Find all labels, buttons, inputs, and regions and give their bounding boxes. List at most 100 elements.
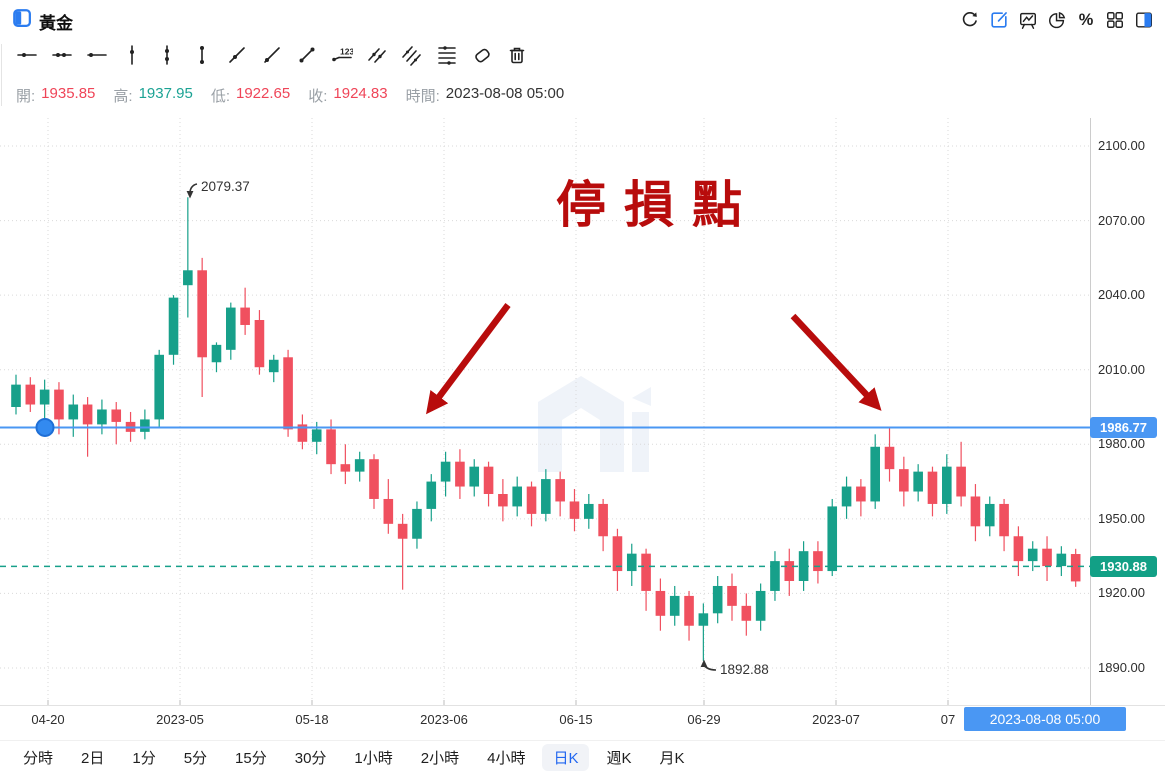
ohlc-item: 高: 1937.95 <box>113 85 192 106</box>
horizontal-line-icon[interactable] <box>86 44 108 66</box>
candle-body <box>684 595 694 626</box>
candle-body <box>569 501 580 519</box>
candle-body <box>354 459 365 472</box>
candle-body <box>512 486 522 507</box>
horizontal-segment-icon[interactable] <box>51 44 73 66</box>
ohlc-item: 開: 1935.85 <box>16 85 95 106</box>
timeframe-4小時[interactable]: 4小時 <box>487 749 526 767</box>
timeframe-月K[interactable]: 月K <box>659 749 685 767</box>
vertical-ray-icon[interactable] <box>121 44 143 66</box>
candle-body <box>369 459 379 499</box>
candle-body <box>82 404 93 425</box>
header-actions: % <box>960 10 1154 30</box>
price-note-icon[interactable]: 123 <box>331 44 353 66</box>
ohlc-label: 收: <box>308 88 328 105</box>
timeframe-日K[interactable]: 日K <box>542 743 590 771</box>
candle-body <box>641 553 651 591</box>
reference-price-badge: 1930.88 <box>1090 556 1157 577</box>
candle-body <box>412 508 422 539</box>
svg-text:123: 123 <box>340 47 353 57</box>
timeframe-2日[interactable]: 2日 <box>81 749 105 767</box>
price-line-handle[interactable] <box>35 417 55 437</box>
candlestick-chart[interactable]: 停損點 2079.37 1892.88 <box>0 112 1165 706</box>
candle-body <box>598 503 608 537</box>
price-tick: 1980.00 <box>1098 436 1145 452</box>
price-tick: 2010.00 <box>1098 361 1145 377</box>
timeframe-5分[interactable]: 5分 <box>183 749 208 767</box>
candle-body <box>283 357 293 430</box>
panel-split-icon[interactable] <box>1134 10 1154 30</box>
candle-body <box>899 469 909 492</box>
panel-divider <box>1 44 2 106</box>
candle-body <box>455 461 465 487</box>
candle-body <box>140 419 150 432</box>
candle-body <box>984 503 995 527</box>
three-lines-icon[interactable] <box>401 44 423 66</box>
refresh-icon[interactable] <box>960 10 980 30</box>
pie-chart-icon[interactable] <box>1047 10 1067 30</box>
high-annotation: 2079.37 <box>186 179 250 199</box>
candle-body <box>942 466 952 504</box>
candle-body <box>54 389 64 420</box>
timeframe-15分[interactable]: 15分 <box>235 749 267 767</box>
timeframe-1小時[interactable]: 1小時 <box>354 749 393 767</box>
price-tick: 2070.00 <box>1098 212 1145 228</box>
price-tick: 2040.00 <box>1098 287 1145 303</box>
candle-body <box>383 498 394 524</box>
candle-body <box>813 551 823 572</box>
time-tick: 06-29 <box>687 712 721 727</box>
annotation-arrow[interactable] <box>790 313 882 411</box>
timeframe-週K[interactable]: 週K <box>606 749 632 767</box>
candle-body <box>25 384 36 405</box>
chart-board-icon[interactable] <box>1018 10 1038 30</box>
trend-segment-icon[interactable] <box>296 44 318 66</box>
cursor-time-badge: 2023-08-08 05:00 <box>964 707 1126 731</box>
timeframe-1分[interactable]: 1分 <box>132 749 156 767</box>
time-tick: 2023-05 <box>156 712 204 727</box>
candle-body <box>712 585 723 614</box>
candle-body <box>426 481 437 509</box>
time-tick: 2023-07 <box>812 712 860 727</box>
ohlc-label: 時間: <box>405 88 440 105</box>
grid-layout-icon[interactable] <box>1105 10 1125 30</box>
candle-body <box>555 479 565 502</box>
candle-body <box>440 461 451 482</box>
svg-text:2079.37: 2079.37 <box>201 179 250 194</box>
trash-icon[interactable] <box>506 44 528 66</box>
ohlc-value: 1937.95 <box>138 85 193 102</box>
price-tick: 2100.00 <box>1098 138 1145 153</box>
eraser-icon[interactable] <box>471 44 493 66</box>
percent-icon[interactable]: % <box>1076 10 1096 30</box>
trend-ray-icon[interactable] <box>226 44 248 66</box>
candle-body <box>1042 548 1052 567</box>
candle-body <box>870 446 880 502</box>
vertical-line-icon[interactable] <box>191 44 213 66</box>
parallel-lines-icon[interactable] <box>366 44 388 66</box>
ohlc-item: 時間: 2023-08-08 05:00 <box>406 85 565 106</box>
trend-line-icon[interactable] <box>261 44 283 66</box>
candle-body <box>956 466 966 497</box>
timeframe-30分[interactable]: 30分 <box>294 749 327 767</box>
annotation-arrow[interactable] <box>426 303 511 415</box>
candle-body <box>340 464 351 472</box>
candle-body <box>183 270 193 286</box>
candle-body <box>326 429 336 465</box>
watermark-logo <box>538 376 651 472</box>
candle-body <box>698 613 709 626</box>
fib-levels-icon[interactable] <box>436 44 458 66</box>
svg-text:%: % <box>1079 11 1094 29</box>
timeframe-2小時[interactable]: 2小時 <box>420 749 460 767</box>
candle-body <box>655 590 666 616</box>
draw-icon[interactable] <box>989 10 1009 30</box>
symbol-title: 黃金 <box>39 14 73 33</box>
vertical-segment-icon[interactable] <box>156 44 178 66</box>
drawing-toolbar: 123 <box>16 44 528 66</box>
candle-body <box>970 496 981 527</box>
candle-body <box>469 466 480 487</box>
horizontal-ray-icon[interactable] <box>16 44 38 66</box>
candle-body <box>727 585 737 606</box>
stop-loss-callout[interactable]: 停損點 <box>556 177 760 233</box>
candle-body <box>526 486 537 514</box>
timeframe-分時[interactable]: 分時 <box>23 749 54 767</box>
